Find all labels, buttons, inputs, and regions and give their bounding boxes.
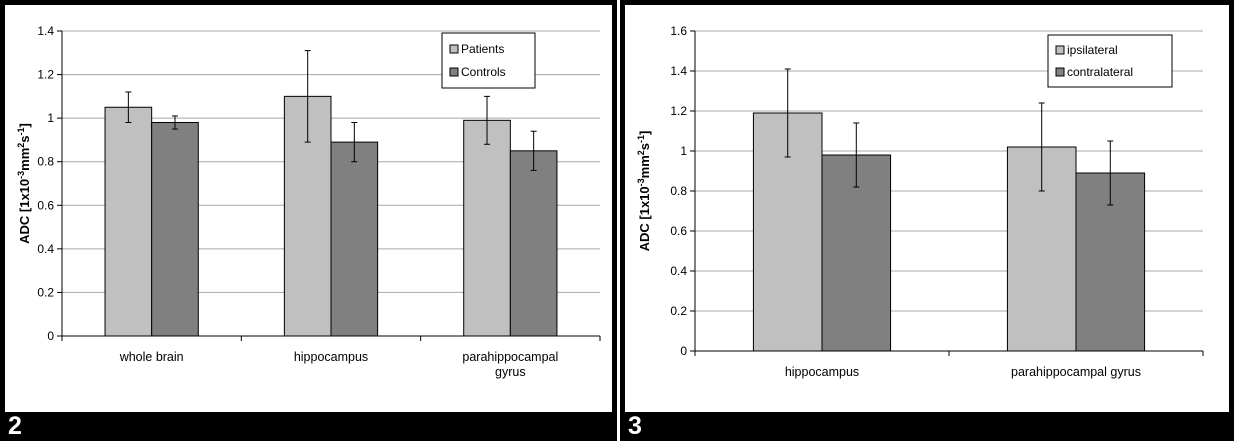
y-tick-label: 1	[680, 144, 687, 158]
y-tick-label: 0.2	[670, 304, 687, 318]
y-tick-label: 0	[680, 344, 687, 358]
legend-label: Controls	[461, 65, 506, 79]
bar	[1006, 146, 1077, 352]
y-tick-label: 0.6	[670, 224, 687, 238]
y-tick-label: 0.8	[37, 155, 54, 169]
panel-number: 3	[628, 412, 642, 440]
legend-swatch	[449, 44, 459, 54]
x-tick-label: hippocampus	[785, 365, 859, 379]
y-tick-label: 1.4	[670, 64, 687, 78]
y-tick-label: 0.4	[37, 242, 54, 256]
legend-swatch	[1055, 67, 1065, 77]
y-tick-label: 0.6	[37, 198, 54, 212]
bar	[821, 154, 892, 352]
x-tick-label: gyrus	[495, 365, 526, 379]
y-tick-label: 1	[47, 111, 54, 125]
chart-panel-3: 0 0.2 0.4 0.6 0.8 1 1.2 1.4 1.6 hippocampus parahi…	[620, 0, 1234, 441]
y-tick-label: 1.2	[37, 68, 54, 82]
x-tick-label: whole brain	[119, 350, 184, 364]
panel-number: 2	[8, 412, 22, 440]
bar	[104, 106, 153, 337]
plot-area-box: 0 0.2 0.4 0.6 0.8 1 1.2 1.4 whole brain hippocamp…	[5, 5, 612, 412]
bar	[151, 122, 199, 337]
bar-chart-svg: 0 0.2 0.4 0.6 0.8 1 1.2 1.4 whole brain hippocamp…	[16, 24, 601, 379]
y-tick-label: 1.4	[37, 24, 54, 38]
bar	[463, 119, 511, 337]
y-axis-label: ADC [1x10-3mm2s-1]	[16, 123, 32, 244]
bar	[509, 150, 558, 337]
x-tick-label: hippocampus	[294, 350, 368, 364]
plot-area-box: 0 0.2 0.4 0.6 0.8 1 1.2 1.4 1.6 hippocampus parahi…	[625, 5, 1229, 412]
legend-label: ipsilateral	[1067, 43, 1118, 57]
y-axis-label: ADC [1x10-3mm2s-1]	[636, 131, 652, 252]
y-tick-label: 1.6	[670, 24, 687, 38]
bar	[330, 141, 379, 337]
legend-label: contralateral	[1067, 65, 1133, 79]
chart-panel-2: 0 0.2 0.4 0.6 0.8 1 1.2 1.4 whole brain hippocamp…	[0, 0, 617, 441]
x-tick-label: parahippocampal gyrus	[1011, 365, 1141, 379]
bar-chart-svg: 0 0.2 0.4 0.6 0.8 1 1.2 1.4 1.6 hippocampus parahi…	[636, 24, 1204, 379]
y-tick-label: 1.2	[670, 104, 687, 118]
legend-swatch	[449, 67, 459, 77]
y-tick-label: 0.2	[37, 285, 54, 299]
legend-box	[1047, 34, 1173, 88]
legend-label: Patients	[461, 42, 504, 56]
y-tick-label: 0	[47, 329, 54, 343]
legend-swatch	[1055, 45, 1065, 55]
y-tick-label: 0.4	[670, 264, 687, 278]
y-tick-label: 0.8	[670, 184, 687, 198]
x-tick-label: parahippocampal	[462, 350, 558, 364]
legend-box	[441, 32, 536, 89]
